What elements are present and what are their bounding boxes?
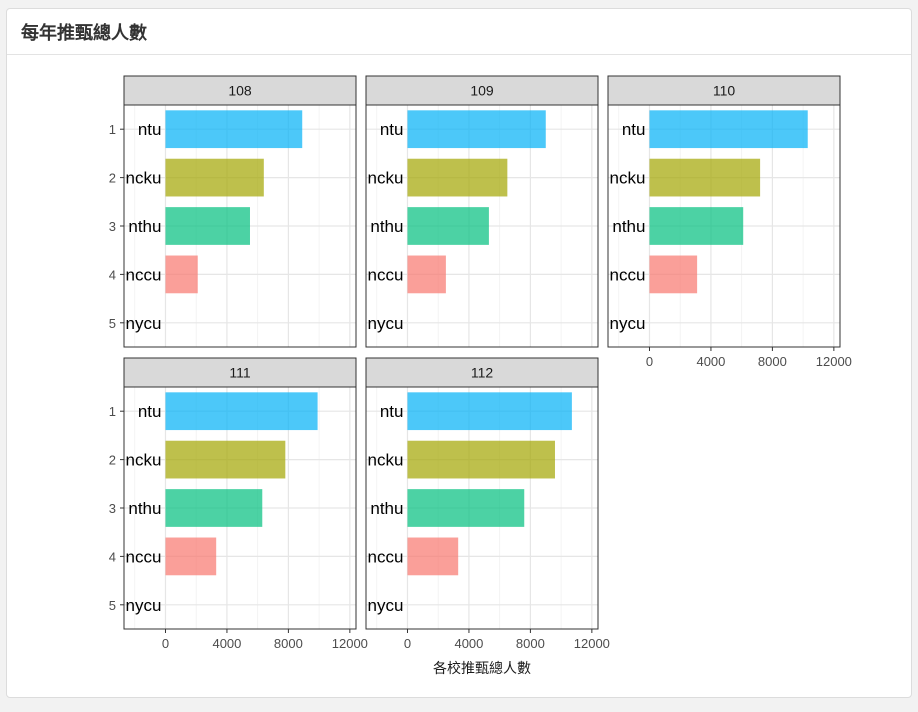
- y-tick-label: 2: [109, 453, 116, 468]
- y-tick-label: 4: [109, 267, 116, 282]
- bar-nccu: [165, 255, 198, 294]
- x-tick-label: 12000: [574, 636, 610, 651]
- school-label-ntu: ntu: [380, 402, 404, 421]
- x-tick-label: 8000: [274, 636, 303, 651]
- bar-ntu: [165, 392, 318, 431]
- bar-nthu: [649, 207, 744, 245]
- school-label-nycu: nycu: [368, 596, 404, 615]
- school-label-nycu: nycu: [368, 314, 404, 333]
- x-tick-label: 4000: [454, 636, 483, 651]
- x-axis-title: 各校推甄總人數: [433, 660, 531, 677]
- panel-border: [365, 386, 599, 630]
- school-label-nthu: nthu: [370, 499, 403, 518]
- x-tick-label: 4000: [696, 354, 725, 369]
- school-label-nycu: nycu: [126, 314, 162, 333]
- school-label-nccu: nccu: [368, 547, 404, 566]
- x-tick-label: 0: [404, 636, 411, 651]
- facet-strip-label: 112: [471, 365, 494, 381]
- card-title: 每年推甄總人數: [21, 23, 147, 44]
- school-label-ntu: ntu: [622, 120, 646, 139]
- y-tick-label: 4: [109, 549, 116, 564]
- school-label-ncku: ncku: [368, 169, 404, 188]
- x-tick-label: 0: [162, 636, 169, 651]
- school-label-nthu: nthu: [128, 217, 161, 236]
- y-tick-label: 3: [109, 219, 116, 234]
- facet-strip: [123, 357, 357, 388]
- page-bottom-strip: [0, 704, 918, 712]
- bar-ntu: [407, 392, 572, 431]
- school-label-ncku: ncku: [610, 169, 646, 188]
- bar-ntu: [165, 110, 303, 149]
- facet-panel-110: 110 ntu ncku nthu nccu nycu 0 4000 8000 12000: [607, 75, 852, 369]
- bar-ncku: [165, 440, 286, 479]
- school-label-ncku: ncku: [126, 451, 162, 470]
- school-label-nccu: nccu: [610, 265, 646, 284]
- school-label-nthu: nthu: [370, 217, 403, 236]
- school-label-ntu: ntu: [138, 120, 162, 139]
- bar-ncku: [407, 440, 555, 479]
- x-tick-label: 4000: [212, 636, 241, 651]
- facet-strip-label: 111: [229, 365, 250, 381]
- school-label-nccu: nccu: [126, 547, 162, 566]
- bar-ncku: [407, 158, 508, 197]
- bar-ntu: [649, 110, 808, 149]
- bar-nccu: [165, 537, 217, 576]
- school-label-nycu: nycu: [126, 596, 162, 615]
- school-label-ncku: ncku: [368, 451, 404, 470]
- facet-strip: [123, 75, 357, 106]
- facet-strip-label: 109: [470, 83, 494, 99]
- bar-nccu: [649, 255, 698, 294]
- school-label-nycu: nycu: [610, 314, 646, 333]
- bar-ncku: [165, 158, 264, 197]
- school-label-ntu: ntu: [380, 120, 404, 139]
- school-label-nthu: nthu: [612, 217, 645, 236]
- x-tick-label: 12000: [816, 354, 852, 369]
- bar-nthu: [407, 489, 525, 527]
- y-tick-label: 5: [109, 598, 116, 613]
- bar-nccu: [407, 255, 446, 294]
- y-tick-label: 1: [109, 404, 116, 419]
- facet-strip: [365, 75, 599, 106]
- facet-strip-label: 108: [228, 83, 252, 99]
- x-tick-label: 0: [646, 354, 653, 369]
- facet-strip-label: 110: [713, 83, 736, 99]
- facet-panel-108: 108 ntu ncku nthu nccu nycu 1 2 3 4 5: [109, 75, 357, 348]
- x-tick-label: 8000: [516, 636, 545, 651]
- bar-nthu: [165, 207, 250, 245]
- panel-border: [365, 104, 599, 348]
- school-label-ntu: ntu: [138, 402, 162, 421]
- facet-panel-111: 111 ntu ncku nthu nccu nycu 1 2 3 4 5 0 4000 8000 1200…: [109, 357, 368, 651]
- y-tick-label: 2: [109, 171, 116, 186]
- bar-ncku: [649, 158, 761, 197]
- school-label-nccu: nccu: [126, 265, 162, 284]
- x-tick-label: 8000: [758, 354, 787, 369]
- y-tick-label: 3: [109, 501, 116, 516]
- school-label-ncku: ncku: [126, 169, 162, 188]
- school-label-nccu: nccu: [368, 265, 404, 284]
- panel-border: [607, 104, 841, 348]
- bar-nthu: [407, 207, 489, 245]
- y-tick-label: 5: [109, 316, 116, 331]
- school-label-nthu: nthu: [128, 499, 161, 518]
- facet-panel-109: 109 ntu ncku nthu nccu nycu: [365, 75, 599, 348]
- y-tick-label: 1: [109, 122, 116, 137]
- facet-panel-112: 112 ntu ncku nthu nccu nycu 0 4000 8000 12000: [365, 357, 610, 651]
- bar-nccu: [407, 537, 459, 576]
- x-tick-label: 12000: [332, 636, 368, 651]
- facet-strip: [607, 75, 841, 106]
- bar-ntu: [407, 110, 546, 149]
- bar-nthu: [165, 489, 263, 527]
- card-header: 每年推甄總人數: [7, 9, 911, 55]
